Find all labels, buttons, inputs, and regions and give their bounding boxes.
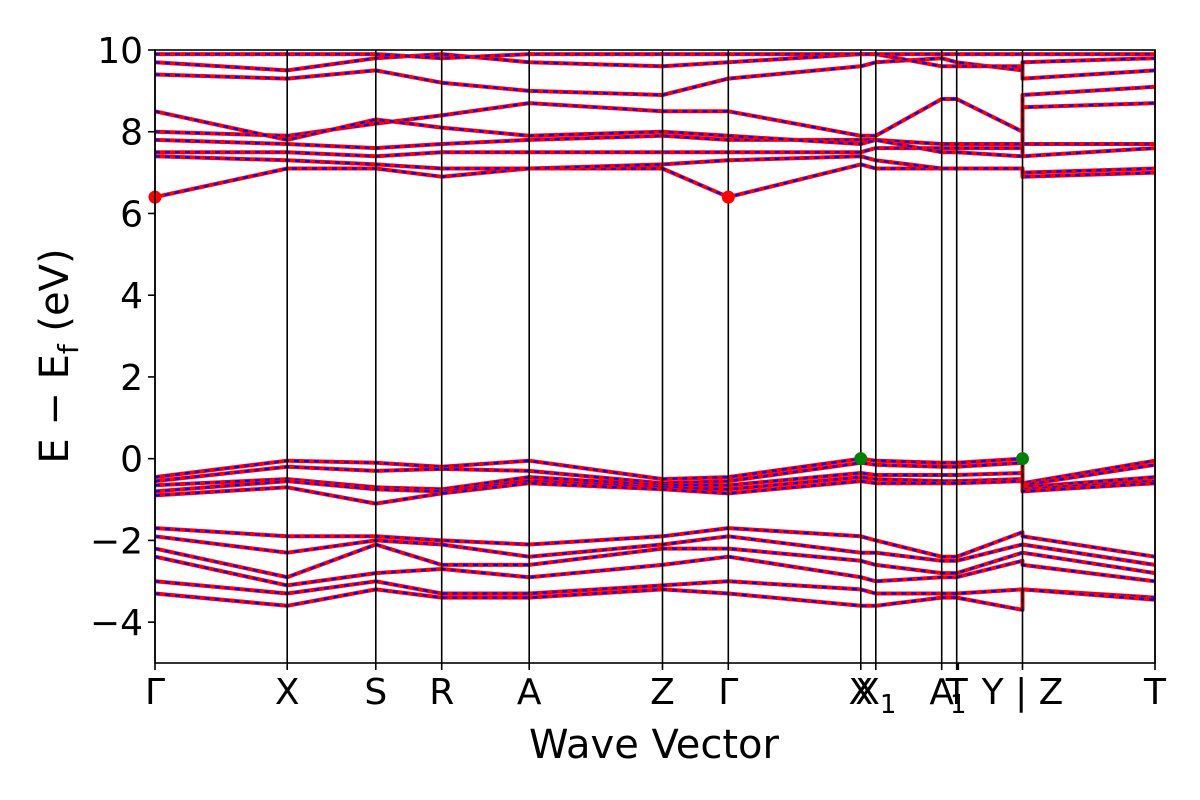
band-dash-6 (154, 57, 1156, 97)
x-tick-label-10: T (945, 672, 969, 713)
plot-frame (154, 49, 1156, 664)
y-tick-label-5: 6 (120, 194, 143, 235)
x-tick-label-0: Γ (145, 672, 165, 713)
band-line-14 (154, 526, 1156, 559)
band-dash-10 (154, 461, 1156, 487)
band-line-5 (154, 84, 1156, 159)
band-dash-8 (155, 53, 1155, 60)
band-line-17 (154, 554, 1156, 588)
x-tick-label-8: X1 (855, 672, 896, 720)
band-dash-7 (154, 52, 1156, 80)
x-tick-label-13: T (1143, 672, 1167, 713)
y-tick-label-4: 4 (120, 276, 143, 317)
x-tick-label-3: R (429, 672, 454, 713)
bands-layer (154, 52, 1156, 612)
x-tick-label-1: X (275, 672, 300, 713)
y-tick-label-1: −2 (90, 521, 143, 562)
x-tick-label-12: Y | Z (981, 672, 1064, 713)
band-dash-12 (154, 475, 1156, 493)
y-axis-ticks: −4 −2 0 2 4 6 8 10 (90, 31, 155, 644)
band-dash-9 (154, 457, 1156, 485)
y-tick-label-2: 0 (120, 440, 143, 481)
band-dash-14 (154, 526, 1156, 558)
band-dash-19 (154, 588, 1156, 612)
y-axis-title: E − Ef (eV) (32, 248, 85, 463)
band-dash-2 (155, 147, 1156, 158)
band-dash-11 (154, 471, 1156, 491)
band-dash-13 (154, 479, 1156, 505)
band-edge-markers (148, 190, 1029, 466)
x-tick-label-7: X (848, 672, 873, 713)
y-tick-label-0: −4 (90, 603, 143, 644)
y-tick-label-3: 2 (120, 358, 143, 399)
x-tick-label-2: S (364, 672, 387, 713)
cbm-marker-1 (721, 190, 735, 204)
y-tick-label-6: 8 (120, 113, 143, 154)
vbm-marker-1 (1016, 452, 1029, 466)
x-axis-title: Wave Vector (529, 722, 780, 768)
x-tick-label-9: A (929, 672, 954, 713)
x-tick-label-11: 1 (950, 690, 967, 720)
band-dash-1 (154, 155, 1156, 178)
x-tick-label-4: A (517, 672, 542, 713)
y-tick-label-7: 10 (97, 31, 143, 72)
vbm-marker-0 (854, 452, 868, 466)
x-tick-label-5: Z (650, 672, 675, 713)
x-tick-label-6: Γ (718, 672, 738, 713)
